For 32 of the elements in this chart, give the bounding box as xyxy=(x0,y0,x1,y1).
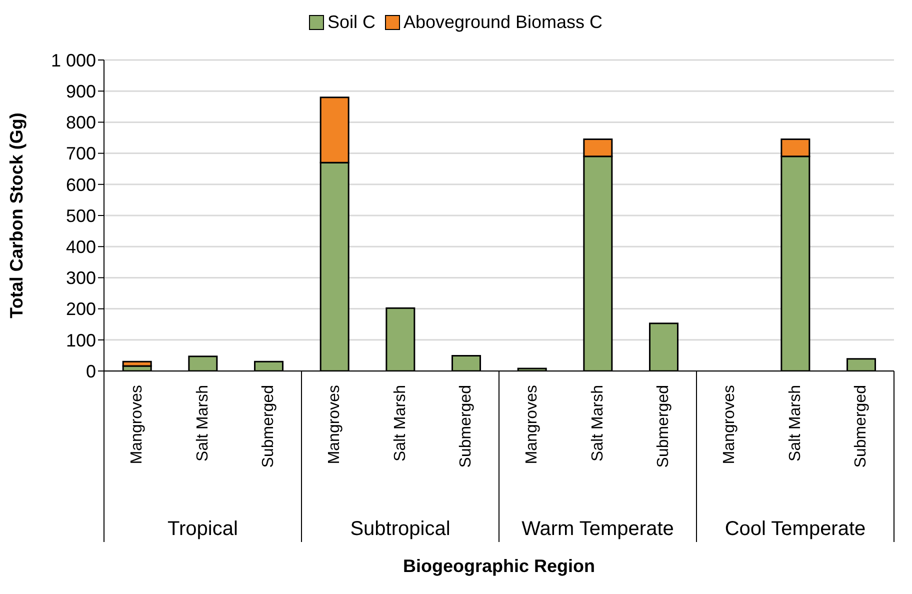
y-tick-label: 600 xyxy=(66,174,96,195)
x-tick-label: Salt Marsh xyxy=(194,385,212,462)
y-axis-title: Total Carbon Stock (Gg) xyxy=(6,112,26,318)
bar xyxy=(122,360,152,367)
y-tick-label: 800 xyxy=(66,112,96,133)
text: Subtropical xyxy=(350,518,450,540)
x-tick-label: Submerged xyxy=(458,385,475,468)
text: Warm Temperate xyxy=(522,518,674,540)
x-tick-label: Mangroves xyxy=(326,385,343,464)
x-tick-label: Salt Marsh xyxy=(392,385,409,462)
y-tick-label: 100 xyxy=(66,330,96,350)
x-tick-label: Mangroves xyxy=(128,385,146,464)
y-tick-label: 300 xyxy=(66,268,96,288)
x-axis-title: Biogeographic Region xyxy=(402,556,596,576)
x-tick-label: Salt Marsh xyxy=(589,385,606,462)
legend-label: Soil C xyxy=(326,12,376,33)
x-tick-label: Mangroves xyxy=(523,385,540,464)
text: Tropical xyxy=(168,518,238,540)
x-tick-label: Salt Marsh xyxy=(786,385,804,462)
legend-label: Aboveground Biomass C xyxy=(402,12,603,33)
x-tick-label: Submerged xyxy=(852,385,870,468)
y-tick-label: 700 xyxy=(66,144,96,164)
y-tick-label: 0 xyxy=(86,361,96,382)
x-tick-label: Mangroves xyxy=(720,385,738,464)
y-tick-label: 400 xyxy=(66,236,96,257)
y-tick-label: 500 xyxy=(66,206,96,226)
y-tick-label: 900 xyxy=(66,81,96,102)
text: Cool Temperate xyxy=(724,518,866,540)
y-tick-label: 1 000 xyxy=(50,50,96,70)
y-tick-label: 200 xyxy=(66,299,96,320)
x-tick-label: Submerged xyxy=(655,385,672,468)
x-tick-label: Submerged xyxy=(260,385,278,468)
